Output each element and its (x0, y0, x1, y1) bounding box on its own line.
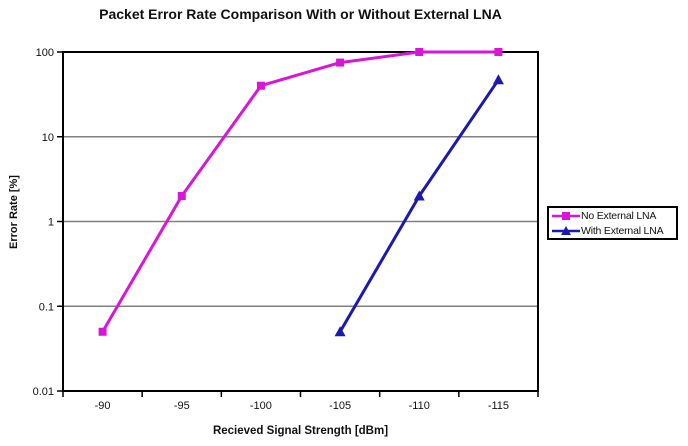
y-tick-label: 0.1 (39, 301, 54, 313)
y-tick-label: 1 (48, 217, 54, 229)
data-point (177, 191, 186, 200)
legend-label: With External LNA (581, 224, 664, 237)
x-tick-label: -110 (409, 400, 430, 412)
y-tick-label: 10 (42, 132, 54, 144)
series-line (338, 78, 500, 334)
data-point (98, 327, 107, 336)
data-point (413, 190, 425, 201)
x-tick-label: -90 (95, 400, 111, 412)
y-tick-label: 100 (36, 47, 54, 59)
legend-item-with-external-lna: With External LNA (551, 223, 676, 238)
x-tick-label: -115 (488, 400, 509, 412)
x-tick-label: -95 (174, 400, 190, 412)
legend-swatch-square-icon (552, 211, 580, 220)
data-point (494, 48, 503, 56)
legend: No External LNA With External LNA (547, 206, 678, 240)
series-line (101, 50, 500, 334)
data-point (336, 58, 345, 67)
legend-item-no-external-lna: No External LNA (551, 208, 676, 223)
data-point (492, 74, 504, 85)
x-tick-label: -105 (329, 400, 351, 412)
y-tick-label: 0.01 (33, 386, 54, 398)
y-axis-title: Error Rate [%] (8, 175, 20, 249)
chart-title: Packet Error Rate Comparison With or Wit… (99, 6, 502, 22)
data-point (415, 48, 424, 56)
data-point (256, 81, 265, 90)
x-tick-label: -100 (250, 400, 272, 412)
legend-label: No External LNA (581, 209, 657, 222)
legend-swatch-triangle-icon (552, 225, 580, 235)
data-point (334, 326, 346, 337)
x-axis-title: Recieved Signal Strength [dBm] (212, 425, 389, 437)
